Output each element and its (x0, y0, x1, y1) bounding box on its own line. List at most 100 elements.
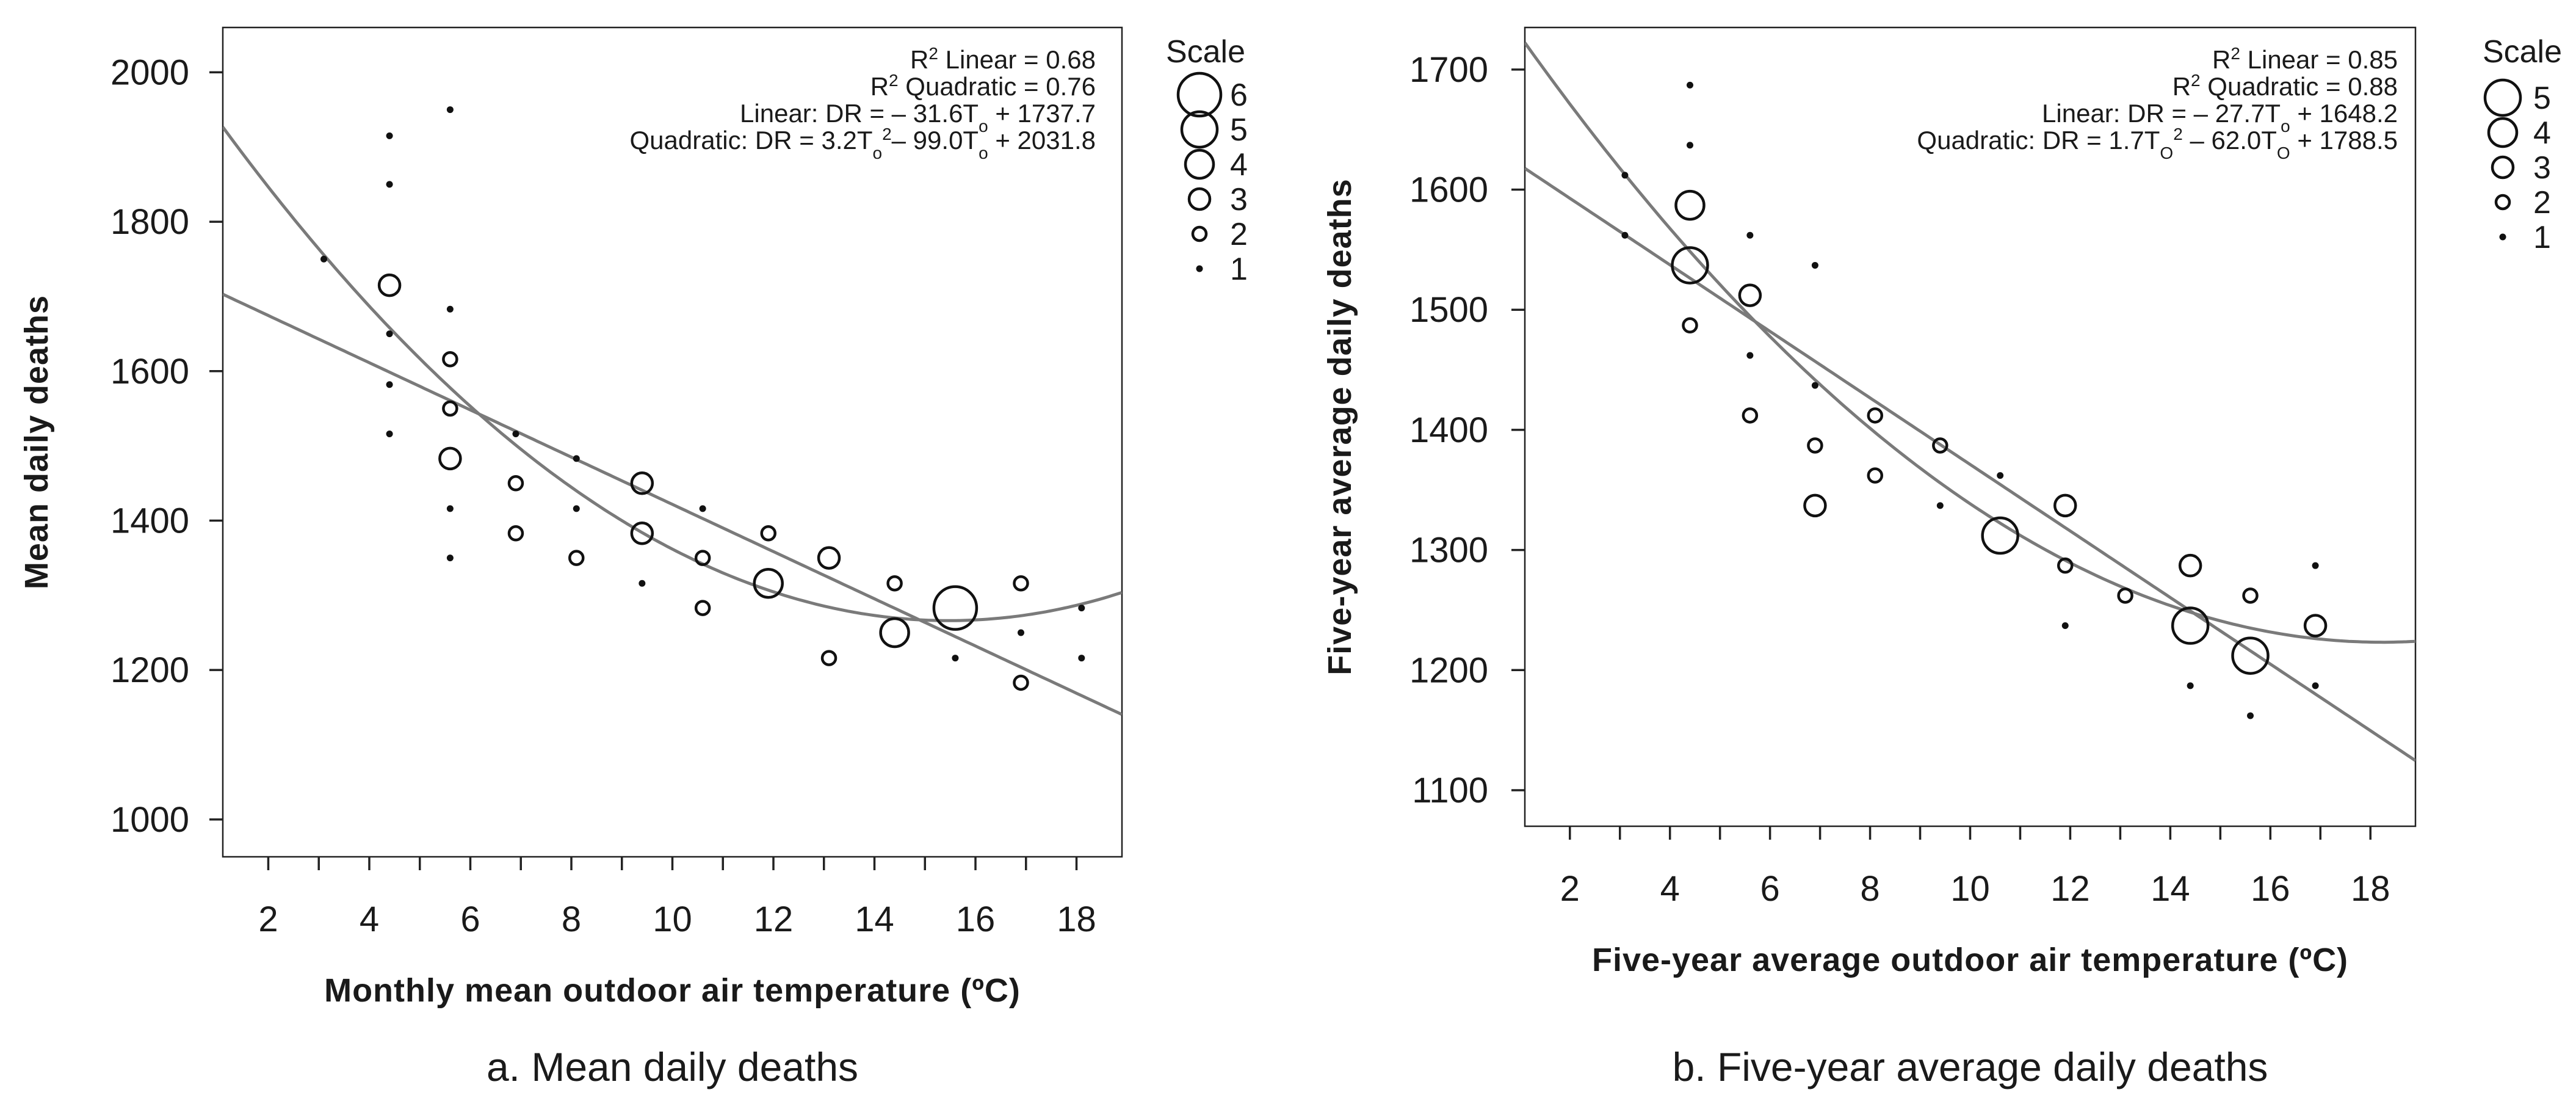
data-point (932, 585, 979, 631)
legend-label: 5 (1230, 112, 1248, 148)
data-point (2247, 712, 2254, 719)
legend-label: 1 (1230, 252, 1248, 287)
data-point (1078, 605, 1085, 612)
data-point (1738, 283, 1762, 307)
data-point (573, 455, 580, 462)
y-tick-label: 1600 (1409, 170, 1488, 210)
data-point (442, 400, 458, 417)
x-tick-label: 16 (2251, 869, 2290, 909)
data-point (639, 580, 646, 587)
data-point (1803, 493, 1827, 518)
fit-annotation: R2 Linear = 0.85 (2212, 44, 2398, 75)
data-point (2171, 606, 2210, 645)
legend-label: 3 (1230, 182, 1248, 217)
legend-label: 6 (1230, 78, 1248, 113)
x-axis-title: Monthly mean outdoor air temperature (ºC… (324, 972, 1021, 1009)
legend-label: 2 (1230, 217, 1248, 252)
chart-panel-a: 2 4 6 8 10 12 14 16 18100012001400160018002000Mo… (18, 26, 1248, 1089)
data-point (386, 181, 393, 188)
legend-label: 4 (2533, 115, 2551, 151)
x-tick-label: 6 (1760, 869, 1780, 909)
x-tick-label: 10 (653, 900, 692, 939)
x-tick-label: 18 (1057, 900, 1096, 939)
legend-label: 3 (2533, 150, 2551, 186)
x-tick-label: 12 (2050, 869, 2090, 909)
data-point (1867, 467, 1884, 484)
panel-caption: b. Five-year average daily deaths (1673, 1044, 2268, 1089)
x-tick-label: 12 (754, 900, 794, 939)
data-point (446, 106, 454, 114)
data-point (377, 273, 402, 297)
data-point (512, 431, 519, 438)
data-point (699, 505, 706, 512)
data-point (952, 655, 959, 662)
data-point (442, 351, 458, 368)
y-axis-title: Mean daily deaths (18, 295, 55, 589)
legend-marker (1176, 71, 1223, 118)
x-tick-label: 6 (460, 900, 480, 939)
x-tick-label: 14 (2151, 869, 2190, 909)
data-point (694, 600, 711, 616)
data-point (1997, 472, 2004, 479)
legend-label: 1 (2533, 220, 2551, 255)
data-point (446, 505, 454, 512)
data-point (386, 431, 393, 438)
legend-marker (1191, 225, 1208, 242)
data-points (1621, 81, 2328, 719)
x-axis-title: Five-year average outdoor air temperatur… (1592, 942, 2348, 978)
data-point (879, 617, 910, 649)
y-tick-label: 1400 (110, 501, 189, 540)
data-point (1674, 189, 1706, 221)
x-tick-label: 18 (2351, 869, 2390, 909)
data-point (507, 475, 524, 492)
data-point (1013, 674, 1029, 691)
data-point (438, 446, 462, 471)
data-point (2312, 562, 2319, 569)
data-point (1078, 655, 1085, 662)
linear-fit-line (223, 293, 1122, 716)
y-tick-label: 1200 (110, 650, 189, 690)
data-point (820, 650, 838, 666)
y-tick-label: 1400 (1409, 410, 1488, 450)
data-point (1686, 81, 1693, 89)
data-point (2057, 557, 2074, 574)
data-point (1811, 261, 1818, 269)
x-tick-label: 2 (258, 900, 278, 939)
fit-annotation: R2 Quadratic = 0.76 (870, 71, 1096, 101)
legend-marker (1180, 110, 1219, 149)
data-point (568, 550, 585, 566)
data-point (1686, 142, 1693, 149)
fit-annotation: Quadratic: DR = 1.7TO2 – 62.0TO + 1788.5 (1917, 125, 2398, 162)
y-tick-label: 1300 (1409, 531, 1488, 570)
y-tick-label: 2000 (110, 53, 189, 92)
data-point (1807, 437, 1823, 454)
data-point (1932, 437, 1948, 454)
chart-panel-b: 2 4 6 8 10 12 14 16 1811001200130014001500160017… (1322, 26, 2562, 1089)
data-point (446, 305, 454, 313)
data-point (2231, 636, 2270, 675)
data-point (2303, 614, 2328, 638)
data-point (1981, 516, 2019, 555)
data-point (1936, 502, 1944, 509)
y-tick-label: 1100 (1412, 771, 1488, 810)
data-point (386, 330, 393, 338)
data-point (2242, 587, 2259, 604)
y-axis-title: Five-year average daily deaths (1322, 178, 1358, 675)
quadratic-fit-line (1525, 42, 2415, 644)
data-point (1811, 382, 1818, 389)
legend-marker (1196, 265, 1203, 272)
data-point (753, 567, 784, 599)
fit-annotation: Linear: DR = – 31.6To + 1737.7 (740, 99, 1096, 136)
legend-label: 2 (2533, 185, 2551, 220)
data-point (760, 525, 776, 542)
data-point (694, 550, 711, 566)
x-tick-label: 2 (1560, 869, 1580, 909)
data-point (386, 132, 393, 139)
x-tick-label: 8 (562, 900, 581, 939)
data-point (886, 575, 903, 592)
legend-title: Scale (1166, 34, 1245, 70)
x-tick-label: 14 (855, 900, 894, 939)
data-point (1682, 317, 1698, 334)
